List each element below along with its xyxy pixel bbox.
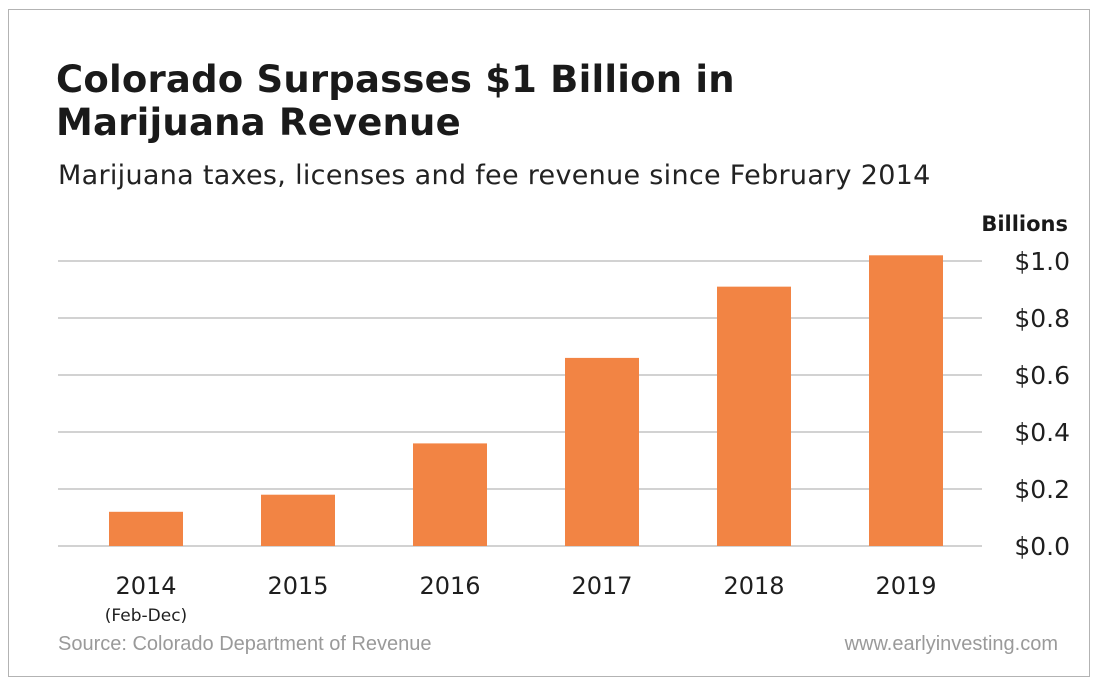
x-tick-labels: 2014 (Feb-Dec) 2015 2016 2017 2018 2019	[105, 572, 937, 626]
bar-2015	[261, 494, 335, 546]
bar-2016	[413, 443, 487, 546]
x-tick-label: 2018	[723, 572, 784, 600]
chart-subtitle: Marijuana taxes, licenses and fee revenu…	[58, 160, 931, 191]
chart-title: Colorado Surpasses $1 Billion in Marijua…	[56, 58, 735, 144]
bar-2017	[565, 357, 639, 546]
source-note: Source: Colorado Department of Revenue	[58, 633, 432, 655]
x-tick-label: 2015	[267, 572, 328, 600]
x-tick-label: 2017	[571, 572, 632, 600]
y-tick-label: $0.6	[1014, 361, 1070, 390]
x-tick-label: 2014	[115, 572, 176, 600]
bar-2014	[109, 511, 183, 546]
y-tick-label: $0.0	[1014, 532, 1070, 561]
y-tick-labels: $0.0 $0.2 $0.4 $0.6 $0.8 $1.0	[1014, 247, 1070, 561]
y-axis-unit-label: Billions	[981, 212, 1068, 236]
bar-2018	[717, 286, 791, 546]
y-tick-label: $1.0	[1014, 247, 1070, 276]
y-tick-label: $0.4	[1014, 418, 1070, 447]
x-tick-label: 2019	[875, 572, 936, 600]
y-tick-label: $0.8	[1014, 304, 1070, 333]
x-tick-label: 2016	[419, 572, 480, 600]
bars	[109, 255, 943, 547]
bar-2019	[869, 255, 943, 547]
x-tick-sublabel: (Feb-Dec)	[105, 606, 187, 626]
website-credit: www.earlyinvesting.com	[844, 633, 1058, 655]
gridlines	[58, 260, 982, 547]
y-tick-label: $0.2	[1014, 475, 1070, 504]
